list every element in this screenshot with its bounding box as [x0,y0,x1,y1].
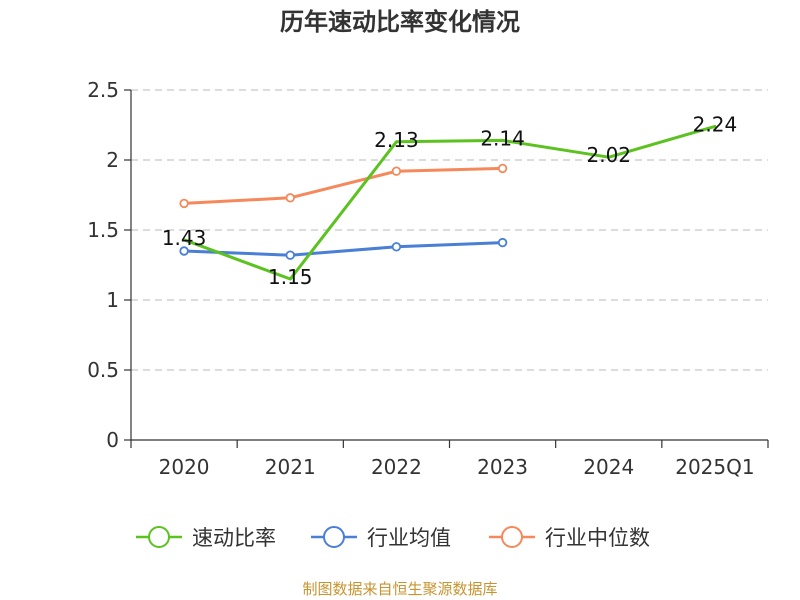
y-tick-label: 2.5 [87,78,119,102]
legend-marker [323,526,345,548]
series-line-2 [182,166,505,205]
data-label: 2.02 [586,143,631,167]
grid [131,89,768,371]
y-tick-label: 0 [106,428,119,452]
legend-item-2[interactable]: 行业中位数 [489,526,650,550]
y-tick-label: 1 [106,288,119,312]
legend-label: 行业中位数 [545,526,650,550]
series-point-1 [285,250,295,260]
legend-marker [501,526,523,548]
source-note: 制图数据来自恒生聚源数据库 [302,580,498,598]
series-layer [179,124,717,281]
x-tick-label: 2021 [265,455,316,479]
data-label: 2.13 [374,128,419,152]
data-label: 1.15 [268,265,313,289]
series-point-1 [497,237,508,248]
data-labels: 1.43 1.15 2.13 2.14 2.02 2.24 [162,112,737,289]
series-point-1 [391,242,402,252]
data-label: 2.14 [480,126,525,150]
series-point-2 [391,166,402,176]
x-tick-label: 2025Q1 [675,455,754,479]
data-label: 1.43 [162,226,207,250]
series-point-1 [179,246,189,256]
legend-label: 行业均值 [367,526,451,550]
legend-marker [148,526,170,548]
x-tick-label: 2023 [477,455,528,479]
x-tick-label: 2020 [159,455,210,479]
x-tick-label: 2022 [371,455,422,479]
axes: 0 0.5 1 1.5 2 2.5 2020 2021 2022 2023 2024 2025Q1 [87,78,769,479]
series-point-2 [179,198,189,209]
y-tick-label: 0.5 [87,358,119,382]
x-tick-label: 2024 [583,455,634,479]
y-tick-label: 1.5 [87,218,119,242]
legend-label: 速动比率 [192,526,276,550]
legend-item-1[interactable]: 行业均值 [311,526,451,550]
y-tick-label: 2 [106,148,119,172]
series-point-2 [285,193,295,203]
series-point-2 [497,163,508,174]
legend[interactable]: 速动比率 行业均值 行业中位数 [136,526,650,550]
data-label: 2.24 [693,112,738,136]
series-line-1 [182,241,505,257]
legend-item-0[interactable]: 速动比率 [136,526,276,550]
chart-title: 历年速动比率变化情况 [280,8,520,36]
series-line-0 [182,124,717,281]
